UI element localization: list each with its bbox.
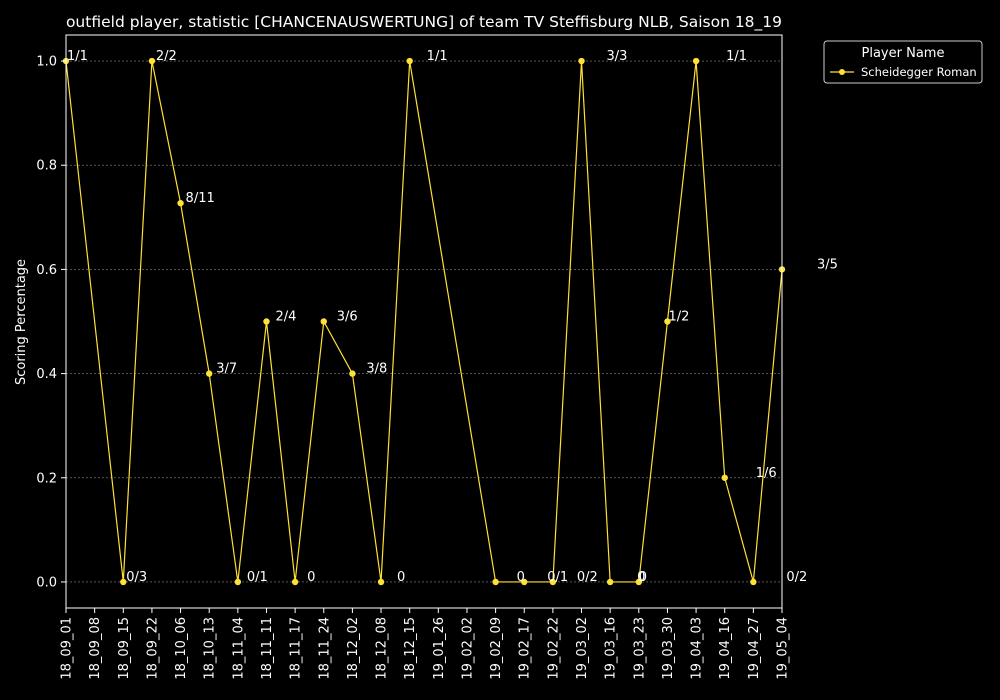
x-tick-label: 18_11_11 — [260, 617, 275, 680]
data-label: 3/5 — [817, 257, 838, 272]
data-label: 2/2 — [156, 49, 177, 64]
data-point — [492, 578, 499, 586]
x-tick-label: 18_12_02 — [346, 617, 361, 680]
data-label: 2/4 — [275, 310, 296, 325]
x-tick-label: 18_09_08 — [88, 617, 103, 680]
x-tick-label: 18_09_22 — [145, 617, 160, 680]
x-tick-label: 18_09_15 — [117, 617, 132, 680]
data-label: 1/1 — [67, 49, 88, 64]
data-point — [349, 370, 356, 377]
legend-marker-swatch — [839, 69, 845, 75]
data-point — [635, 578, 642, 586]
data-point — [606, 578, 614, 586]
x-tick-label: 19_03_02 — [575, 617, 590, 680]
x-tick-label: 19_02_09 — [489, 617, 504, 680]
x-tick-label: 19_04_03 — [690, 617, 705, 680]
grid — [66, 60, 782, 583]
data-label: 3/6 — [337, 310, 358, 325]
x-tick-label: 19_02_02 — [460, 617, 475, 680]
data-label: 3/7 — [216, 362, 237, 377]
data-labels-group: 1/1 0/3 2/2 8/11 3/7 0/1 2/4 0 3/6 3/8 0 1/1 0 0/1 0/2… — [67, 49, 838, 585]
data-point — [521, 578, 528, 586]
x-tick-label: 18_10_13 — [203, 617, 218, 680]
data-label: 0 — [517, 570, 525, 585]
legend: Player Name Scheidegger Roman — [823, 40, 983, 84]
data-point — [750, 578, 757, 586]
legend-entry-label: Scheidegger Roman — [861, 65, 977, 79]
x-tick-label: 19_02_17 — [518, 617, 533, 680]
x-tick-label: 18_09_01 — [60, 617, 75, 680]
y-tick-label: 1.0 — [36, 55, 57, 70]
data-label: 3/3 — [607, 49, 628, 64]
y-tick-label: 0.8 — [36, 159, 57, 174]
data-point — [406, 57, 413, 65]
data-point — [377, 578, 385, 586]
y-tick-label: 0.6 — [36, 263, 57, 278]
data-point — [692, 57, 700, 65]
x-tick-label: 18_11_24 — [317, 617, 332, 680]
x-tick-label: 19_03_30 — [661, 617, 676, 680]
data-point — [320, 318, 327, 325]
x-tick-label: 19_02_22 — [546, 617, 561, 680]
data-label: 8/11 — [186, 191, 215, 206]
chart-title: outfield player, statistic [CHANCENAUSWE… — [66, 13, 782, 32]
x-tick-label: 18_11_17 — [289, 617, 304, 680]
plot-frame — [65, 34, 783, 609]
data-label: 1/1 — [427, 49, 448, 64]
x-tick-label: 19_04_16 — [718, 617, 733, 680]
x-tick-label: 19_03_16 — [604, 617, 619, 680]
y-tick-label: 0.0 — [36, 575, 57, 590]
x-tick-label: 19_03_23 — [632, 617, 647, 680]
x-tick-label: 19_01_26 — [432, 617, 447, 680]
data-point — [234, 578, 242, 586]
data-label: 0/2 — [577, 570, 598, 585]
data-label: 1/1 — [726, 49, 747, 64]
data-label: 3/8 — [366, 362, 387, 377]
data-label: 1/2 — [668, 310, 689, 325]
x-tick-label: 18_12_08 — [375, 617, 390, 680]
y-tick-label: 0.4 — [36, 367, 57, 382]
data-point — [549, 578, 557, 586]
x-tick-label: 18_10_06 — [174, 617, 189, 680]
x-tick-label: 19_04_27 — [747, 617, 762, 680]
data-label: 0 — [639, 570, 647, 585]
legend-title: Player Name — [862, 46, 945, 61]
data-label: 0 — [397, 570, 405, 585]
data-label: 0/1 — [247, 570, 268, 585]
x-tick-label: 18_12_15 — [403, 617, 418, 680]
data-label: 0/1 — [547, 570, 568, 585]
data-point — [206, 370, 213, 377]
y-axis-label: Scoring Percentage — [14, 259, 29, 385]
data-point — [291, 578, 299, 586]
data-label: 0 — [637, 570, 645, 585]
data-point — [578, 57, 585, 65]
data-point — [721, 474, 728, 481]
y-tick-label: 0.2 — [36, 471, 57, 486]
x-tick-label: 19_05_04 — [776, 617, 791, 680]
x-tick-label: 18_11_04 — [231, 617, 246, 680]
data-label: 0/2 — [786, 570, 807, 585]
y-axis: 0.0 0.2 0.4 0.6 0.8 1.0 — [36, 55, 66, 590]
data-point — [664, 318, 671, 325]
x-axis: 18_09_01 18_09_08 18_09_15 18_09_22 18_10_06… — [60, 608, 791, 680]
data-label: 0/3 — [126, 570, 147, 585]
legend-box — [823, 40, 983, 84]
data-point — [263, 318, 270, 325]
data-label: 1/6 — [756, 466, 777, 481]
data-point — [120, 578, 127, 586]
data-point — [177, 199, 184, 207]
data-label: 0 — [307, 570, 315, 585]
data-point — [148, 57, 156, 65]
